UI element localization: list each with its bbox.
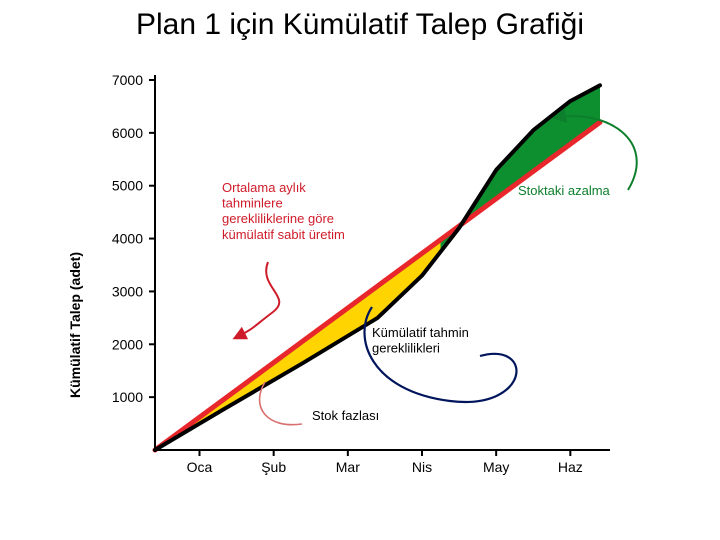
chart-container: 1000 2000 3000 4000 5000 6000 7000 Oca Şub Mar Nis… [40,60,680,520]
x-tick-label: Nis [412,459,432,475]
annotation-demand: Kümülatif tahmingereklilikleri [372,325,469,356]
page: Plan 1 için Kümülatif Talep Grafiği 1000… [0,0,720,540]
y-tick-label: 3000 [112,283,143,299]
y-tick-label: 1000 [112,389,143,405]
page-title: Plan 1 için Kümülatif Talep Grafiği [0,8,720,42]
y-tick-label: 4000 [112,231,143,247]
chart-svg: 1000 2000 3000 4000 5000 6000 7000 Oca Şub Mar Nis… [40,60,680,520]
annotation-surplus: Stok fazlası [312,408,379,423]
x-tick-label: Şub [261,459,286,475]
x-tick-label: Haz [558,459,583,475]
x-tick-label: May [483,459,509,475]
x-tick-label: Mar [336,459,360,475]
annotation-shortage: Stoktaki azalma [518,183,611,198]
x-tick-label: Oca [187,459,213,475]
fill-shortage [441,85,601,252]
y-tick-label: 5000 [112,178,143,194]
y-tick-label: 2000 [112,336,143,352]
y-tick-label: 6000 [112,125,143,141]
y-tick-label: 7000 [112,72,143,88]
y-axis-label: Kümülatif Talep (adet) [67,252,83,398]
production-line [155,122,600,450]
annotation-production: Ortalama aylıktahminleregerekliliklerine… [222,180,345,242]
pointer-production [235,262,279,338]
pointer-surplus [260,382,302,425]
